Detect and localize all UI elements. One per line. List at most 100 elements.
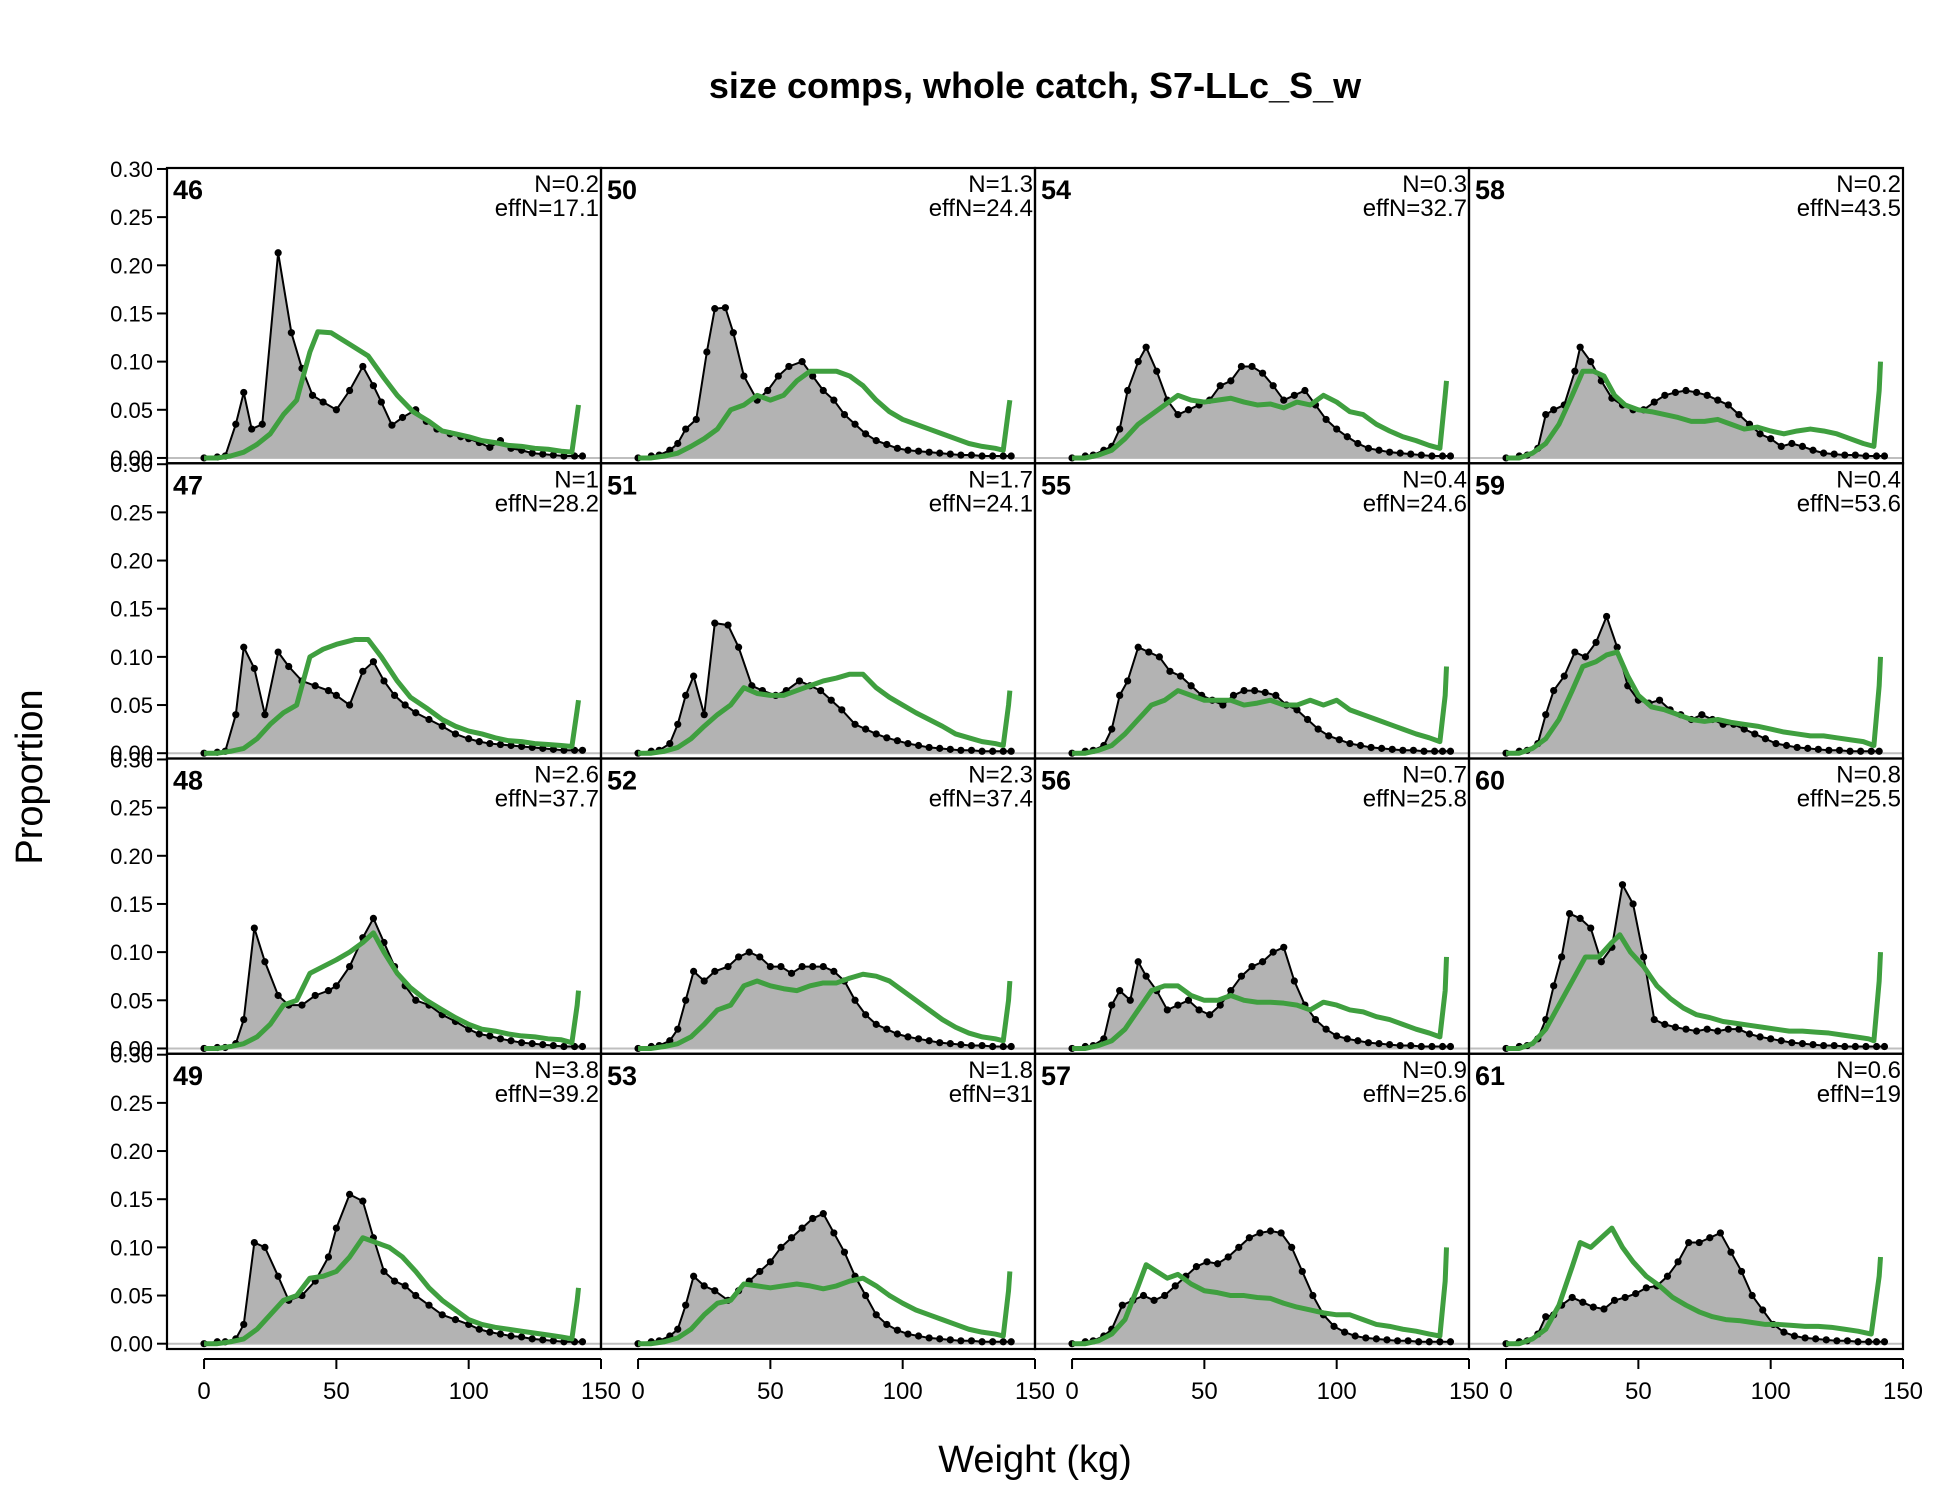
observed-point: [332, 1224, 340, 1232]
observed-point: [1809, 446, 1817, 454]
observed-point: [862, 725, 870, 733]
observed-point: [1333, 1032, 1341, 1040]
observed-point: [711, 967, 719, 975]
observed-point: [703, 348, 711, 356]
observed-point: [232, 420, 240, 428]
observed-point: [840, 1248, 849, 1256]
observed-point: [1640, 953, 1648, 961]
observed-point: [1213, 1260, 1222, 1268]
observed-point: [1124, 677, 1132, 685]
observed-point: [1550, 982, 1558, 990]
observed-point: [1404, 1337, 1412, 1345]
panel-effn-text: effN=37.7: [495, 786, 599, 813]
observed-point: [819, 1210, 827, 1218]
observed-point: [1176, 672, 1185, 680]
observed-point: [851, 720, 859, 728]
observed-point: [904, 1330, 912, 1338]
panel-n-text: N=2.6: [534, 762, 599, 789]
y-tick-label: 0.25: [110, 205, 153, 230]
observed-point: [1812, 1335, 1820, 1343]
observed-point: [1735, 1025, 1743, 1033]
observed-point: [1116, 425, 1124, 433]
x-tick-label: 0: [1065, 1378, 1078, 1405]
observed-point: [1756, 430, 1764, 438]
observed-point: [1126, 996, 1134, 1004]
observed-point: [438, 722, 446, 730]
panel-n-text: N=1: [554, 466, 599, 493]
panel-effn-text: effN=25.8: [1363, 786, 1467, 813]
x-tick-label: 150: [1015, 1378, 1055, 1405]
observed-point: [1587, 924, 1595, 932]
observed-point: [1309, 1291, 1317, 1300]
panel-n-text: N=0.7: [1402, 762, 1467, 789]
observed-point: [1798, 442, 1807, 450]
observed-point: [682, 996, 690, 1004]
observed-point: [1258, 369, 1267, 377]
observed-point: [936, 1039, 944, 1047]
observed-point: [967, 451, 976, 459]
x-tick-label: 150: [1449, 1378, 1489, 1405]
observed-point: [711, 619, 719, 627]
observed-point: [1386, 448, 1394, 456]
y-tick-label: 0.00: [110, 1332, 153, 1357]
observed-point: [700, 977, 708, 985]
observed-point: [1333, 425, 1341, 433]
observed-point: [258, 420, 266, 428]
observed-point: [1171, 1282, 1179, 1290]
observed-point: [549, 451, 557, 459]
observed-area: [1506, 1232, 1885, 1344]
observed-point: [851, 996, 859, 1004]
observed-point: [978, 1338, 986, 1346]
observed-point: [1428, 452, 1436, 460]
observed-point: [1415, 1338, 1423, 1346]
observed-point: [1425, 1338, 1433, 1346]
observed-point: [1343, 1035, 1351, 1043]
panel-label: 51: [607, 470, 637, 500]
observed-point: [735, 953, 743, 961]
observed-point: [412, 1291, 420, 1300]
observed-point: [1714, 396, 1722, 404]
observed-point: [1420, 747, 1428, 755]
observed-point: [740, 372, 748, 380]
observed-point: [1383, 1336, 1391, 1344]
observed-area: [1072, 947, 1451, 1049]
observed-point: [1256, 1229, 1264, 1237]
observed-point: [1737, 1267, 1746, 1276]
observed-point: [724, 621, 732, 629]
observed-point: [1184, 406, 1193, 414]
y-tick-label: 0.25: [110, 796, 153, 821]
panel-label: 49: [173, 1061, 203, 1091]
observed-point: [764, 386, 772, 395]
y-tick-label: 0.15: [110, 597, 153, 622]
observed-point: [1237, 362, 1246, 371]
observed-point: [539, 1040, 547, 1049]
observed-point: [1375, 1040, 1383, 1048]
x-axis-label: Weight (kg): [938, 1439, 1132, 1481]
y-tick-label: 0.10: [110, 940, 153, 965]
observed-point: [369, 914, 378, 923]
observed-point: [883, 440, 891, 449]
observed-point: [690, 1272, 698, 1280]
observed-point: [872, 437, 880, 445]
panel-n-text: N=0.3: [1402, 171, 1467, 198]
observed-point: [1671, 388, 1680, 397]
observed-point: [978, 1041, 986, 1050]
observed-point: [798, 962, 806, 971]
observed-area: [1506, 347, 1885, 458]
x-tick-label: 50: [757, 1378, 784, 1405]
observed-point: [578, 746, 587, 754]
observed-point: [1650, 1015, 1658, 1024]
observed-point: [507, 741, 515, 750]
observed-point: [692, 415, 700, 424]
observed-point: [925, 1334, 933, 1342]
observed-point: [1682, 386, 1690, 395]
observed-point: [1269, 382, 1277, 390]
observed-point: [1558, 953, 1566, 961]
observed-point: [957, 451, 965, 459]
observed-point: [507, 1332, 515, 1340]
observed-point: [507, 1037, 515, 1045]
observed-point: [1550, 686, 1558, 695]
observed-point: [925, 448, 933, 456]
observed-point: [1436, 1338, 1444, 1346]
